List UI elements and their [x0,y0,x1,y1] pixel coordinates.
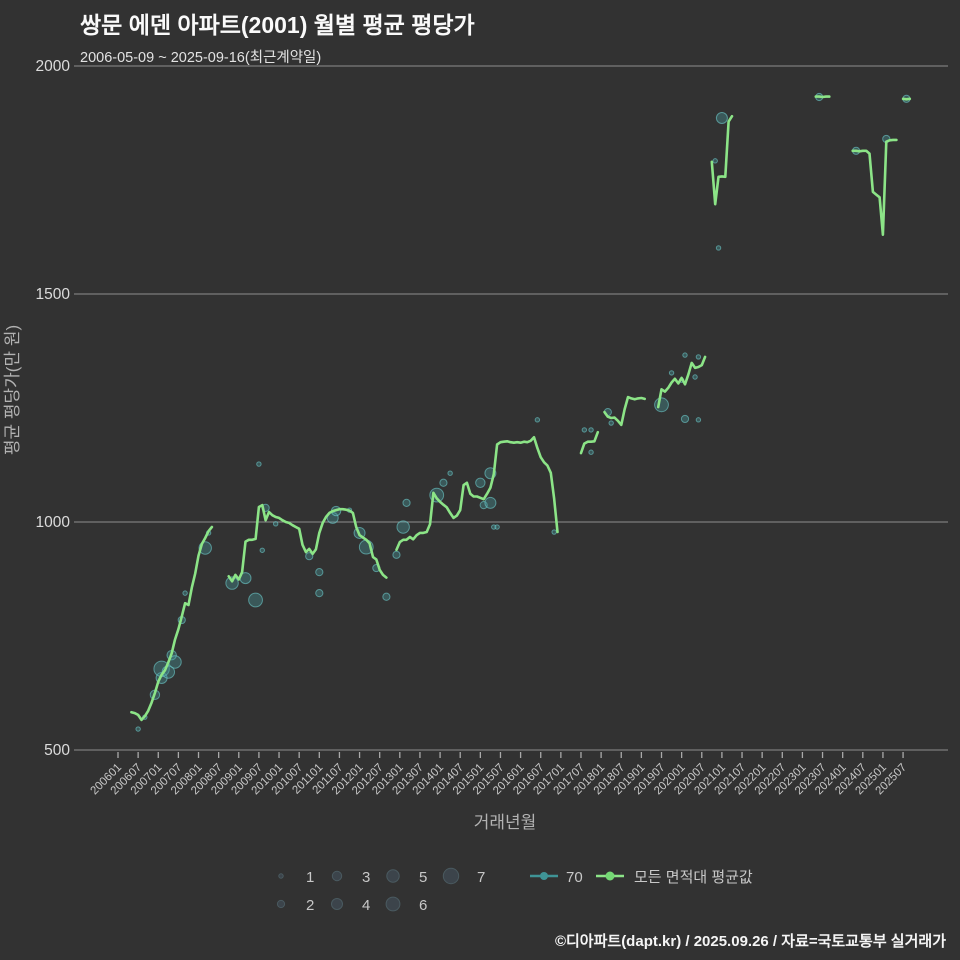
legend-size-5-label[interactable]: 5 [419,869,427,886]
transaction-bubble [439,478,448,487]
legend-bubble-series-label[interactable]: 70 [566,869,583,886]
y-axis-title: 평균 평당가(만 원) [3,325,22,455]
transaction-bubble [315,589,324,598]
y-tick-label: 2000 [36,58,71,75]
price-line-segment [656,355,707,409]
legend-size-2-icon[interactable] [276,899,286,909]
transaction-bubble [715,111,728,124]
chart-header: 쌍문 에덴 아파트(2001) 월별 평균 평당가 2006-05-09 ~ 2… [80,6,475,67]
transaction-bubble [588,427,594,433]
transaction-bubble [402,498,411,507]
legend-size-4-label[interactable]: 4 [362,897,370,914]
transaction-bubble [396,520,410,534]
transaction-bubble [475,477,486,488]
transaction-bubble [272,521,279,527]
transaction-bubble [182,590,188,596]
transaction-bubble [695,417,702,423]
x-axis-title: 거래년월 [474,813,537,832]
transaction-bubble [494,524,500,530]
legend-bubble-series-dot-icon[interactable] [540,872,548,880]
transaction-bubble [695,354,702,360]
legend-size-1-label[interactable]: 1 [306,869,314,886]
transaction-bubble [225,576,239,590]
page-subtitle: 2006-05-09 ~ 2025-09-16(최근계약일) [80,50,322,66]
transaction-bubble [712,158,718,164]
legend-size-7-label[interactable]: 7 [477,869,485,886]
price-line-segment [227,503,388,583]
transaction-bubble [248,592,263,608]
transaction-bubble [479,501,488,510]
legend-size-7-icon[interactable] [442,867,460,885]
price-line-segment [130,525,214,722]
legend-size-3-icon[interactable] [331,870,343,882]
transaction-bubble [382,592,391,601]
price-line-segment [579,430,600,455]
transaction-bubble [680,414,690,424]
transaction-bubble [392,550,401,559]
legend-size-6-icon[interactable] [385,896,401,912]
transaction-bubble [256,461,262,467]
legend-size-1-icon[interactable] [278,873,284,879]
y-tick-label: 1500 [36,286,71,303]
price-line-segment [710,114,734,206]
transaction-bubble [135,726,141,732]
transaction-bubble [447,470,453,476]
y-tick-label: 500 [44,742,70,759]
legend-size-2-label[interactable]: 2 [306,897,314,914]
y-tick-label: 1000 [36,514,71,531]
transaction-bubble [682,352,688,358]
transaction-bubble [588,449,594,455]
transaction-bubble [692,374,698,380]
price-line-segment [851,138,898,236]
transaction-bubble [608,420,614,426]
legend-size-4-icon[interactable] [331,898,343,910]
transaction-bubble [259,547,265,553]
legend-line-series-dot-icon[interactable] [605,871,615,881]
page-title: 쌍문 에덴 아파트(2001) 월별 평균 평당가 [80,12,475,38]
price-line-segment [395,435,559,552]
price-line-segment [901,97,912,101]
transaction-bubble [315,568,324,577]
legend-line-series-label[interactable]: 모든 면적대 평균값 [634,869,753,886]
transaction-bubble [715,245,722,251]
legend-size-3-label[interactable]: 3 [362,869,370,886]
transaction-bubble [668,370,675,376]
transaction-bubble [551,529,557,535]
transaction-bubble [484,496,497,509]
transaction-bubble [305,552,314,561]
transaction-bubble [654,397,669,413]
legend-size-6-label[interactable]: 6 [419,897,427,914]
price-line-segment [603,395,647,427]
footer-credit: ©디아파트(dapt.kr) / 2025.09.26 / 자료=국토교통부 실… [554,933,946,950]
legend-size-5-icon[interactable] [386,869,400,883]
transaction-bubble [581,427,588,433]
transaction-bubble [534,417,541,423]
